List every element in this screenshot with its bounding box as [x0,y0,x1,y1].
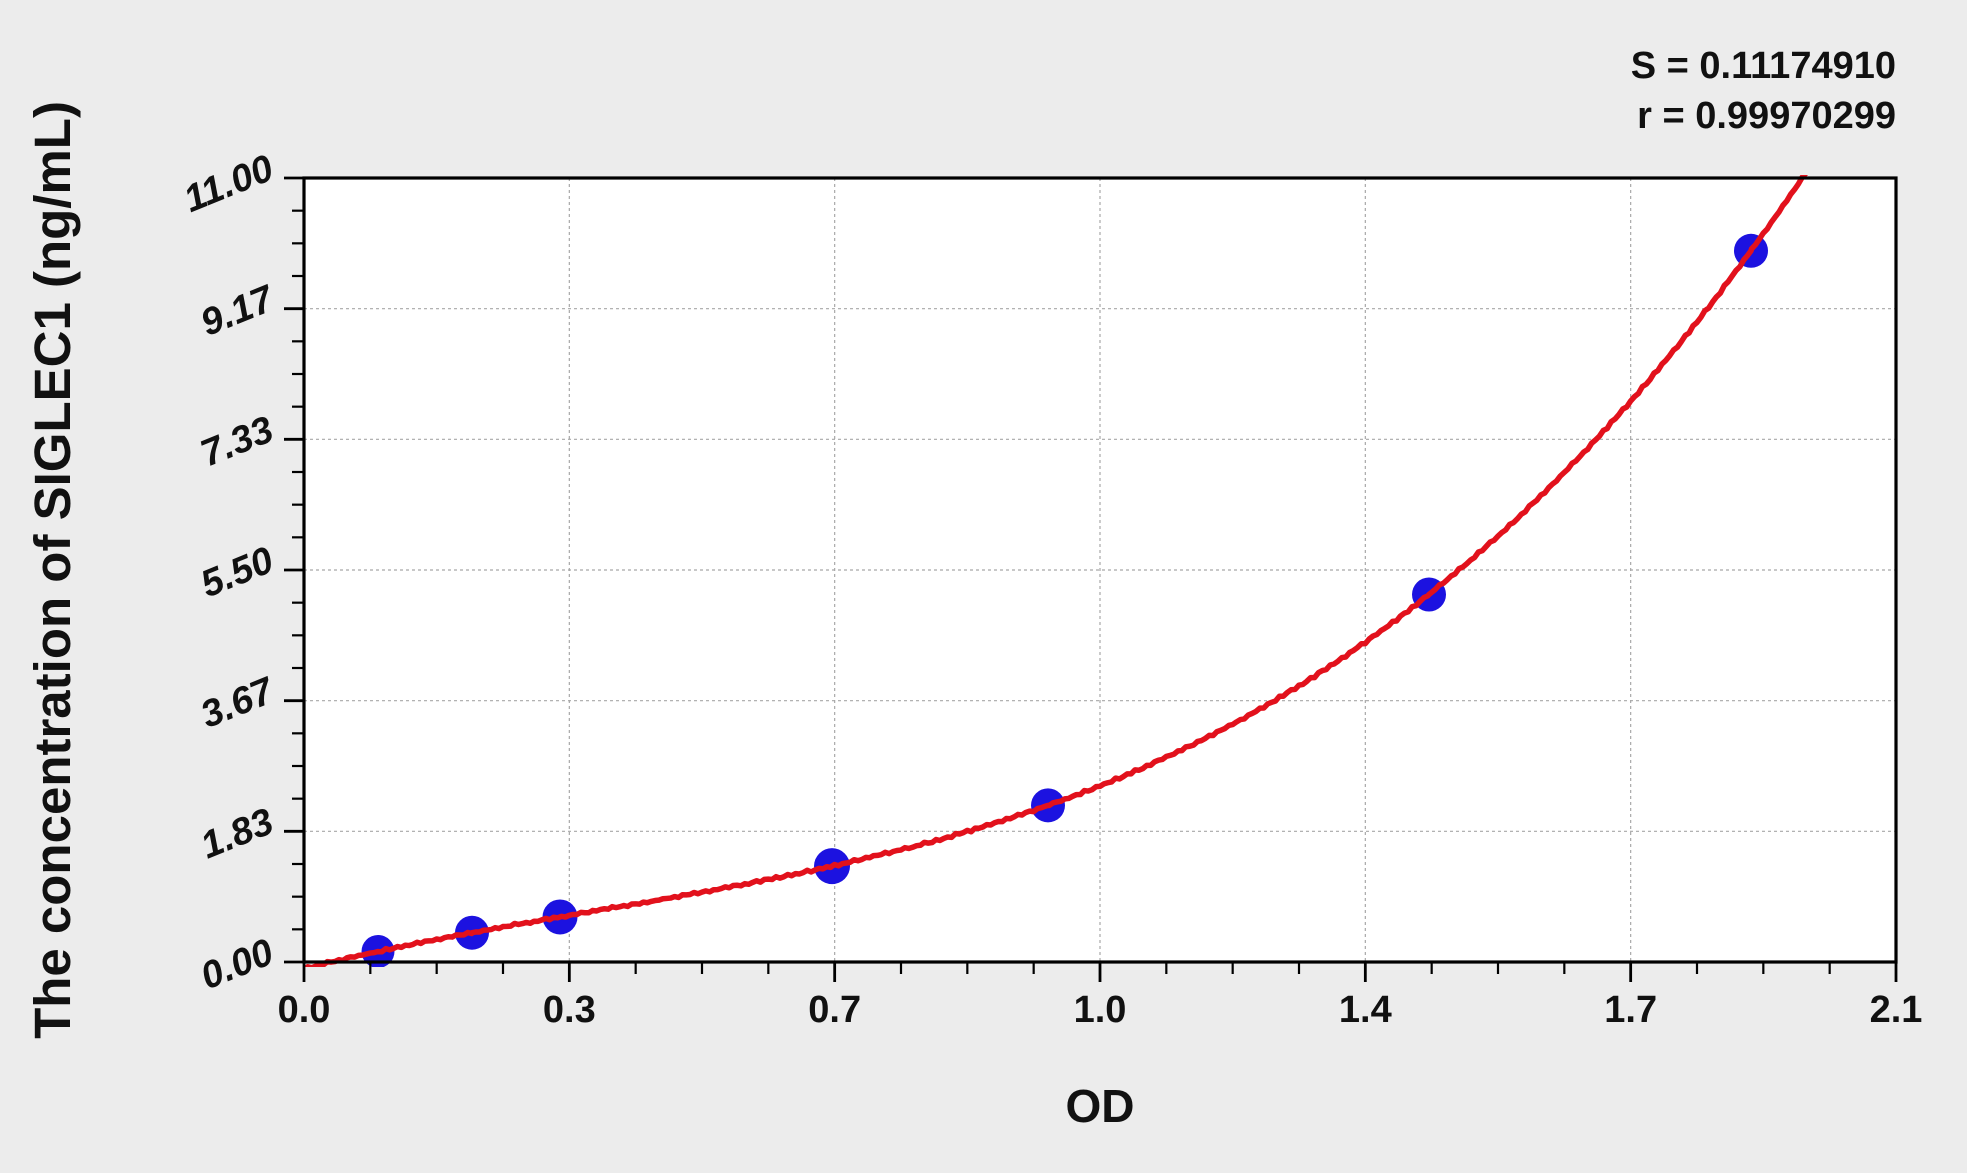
svg-text:r = 0.99970299: r = 0.99970299 [1637,95,1896,137]
svg-text:The concentration of SIGLEC1 (: The concentration of SIGLEC1 (ng/mL) [24,101,81,1039]
svg-text:0.3: 0.3 [543,989,596,1031]
svg-text:1.0: 1.0 [1074,989,1127,1031]
svg-text:S = 0.11174910: S = 0.11174910 [1631,45,1896,87]
svg-text:0.7: 0.7 [808,989,861,1031]
svg-text:2.1: 2.1 [1870,989,1923,1031]
svg-text:1.7: 1.7 [1604,989,1657,1031]
svg-text:0.0: 0.0 [278,989,331,1031]
svg-text:1.4: 1.4 [1339,989,1392,1031]
svg-text:OD: OD [1066,1080,1135,1132]
